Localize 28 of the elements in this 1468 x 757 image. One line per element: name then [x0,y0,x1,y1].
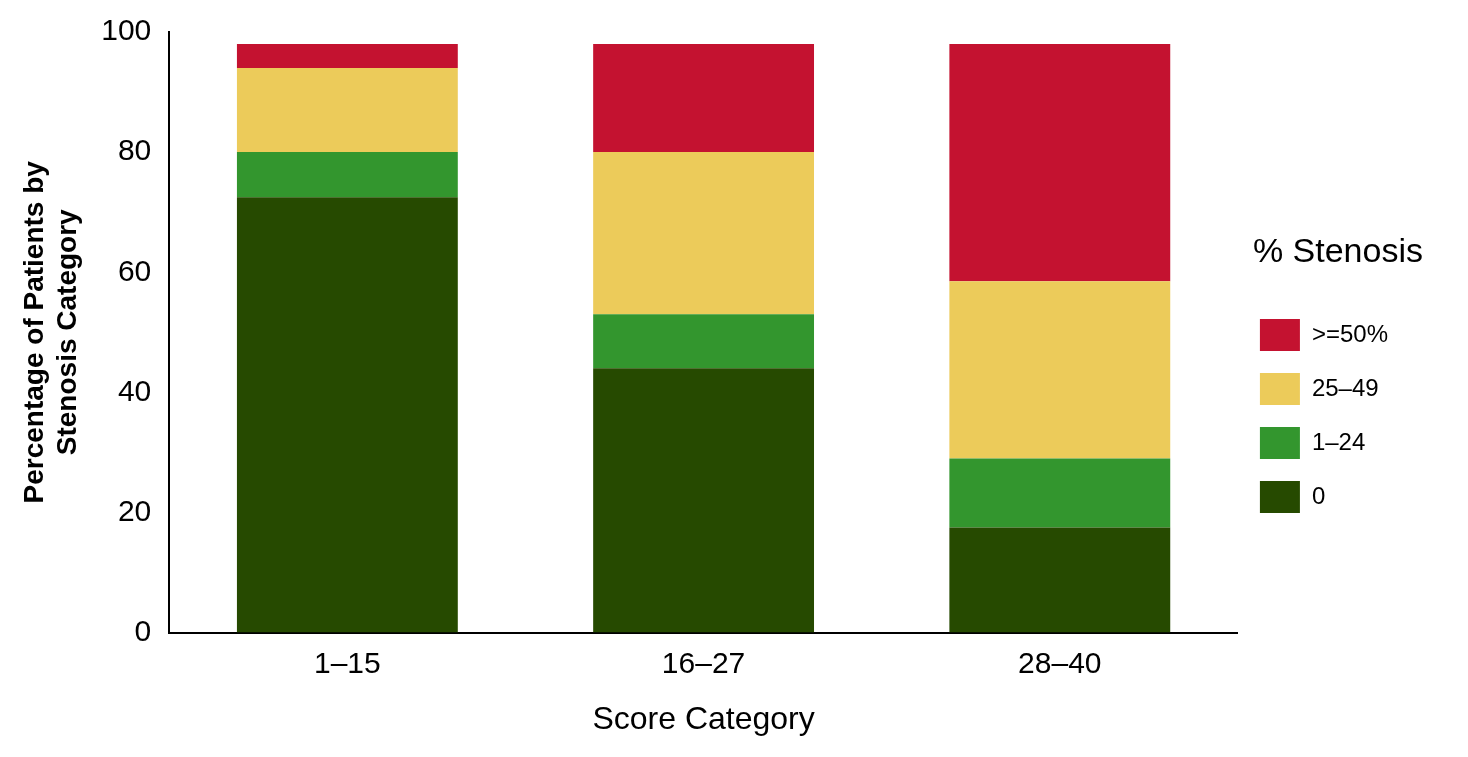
y-tick-label: 0 [134,613,152,647]
bar [593,44,815,153]
y-tick-label: 80 [117,133,152,167]
legend-label: 0 [1311,481,1326,509]
bar [236,44,458,69]
legend-label: 25–49 [1311,373,1379,401]
x-tick-label: 28–40 [1018,645,1102,679]
y-tick-label: 20 [117,493,152,527]
y-tick-label: 100 [101,13,152,47]
bar [949,281,1171,459]
x-axis-title: Score Category [592,699,815,736]
x-tick-label: 1–15 [313,645,381,679]
legend-label: >=50% [1311,319,1388,347]
bar [949,527,1171,633]
bar [949,458,1171,528]
bar [236,197,458,633]
y-tick-label: 40 [117,373,152,407]
bar [593,368,815,633]
bar [949,44,1171,282]
bar [593,152,815,315]
y-axis-title: Percentage of Patients by Stenosis Category [17,160,83,504]
bar [593,314,815,369]
bar [236,152,458,198]
bar [236,68,458,153]
legend-title: % Stenosis [1252,231,1424,270]
x-tick-label: 16–27 [661,645,746,679]
legend-label: 1–24 [1311,427,1366,455]
y-tick-label: 60 [117,253,152,287]
